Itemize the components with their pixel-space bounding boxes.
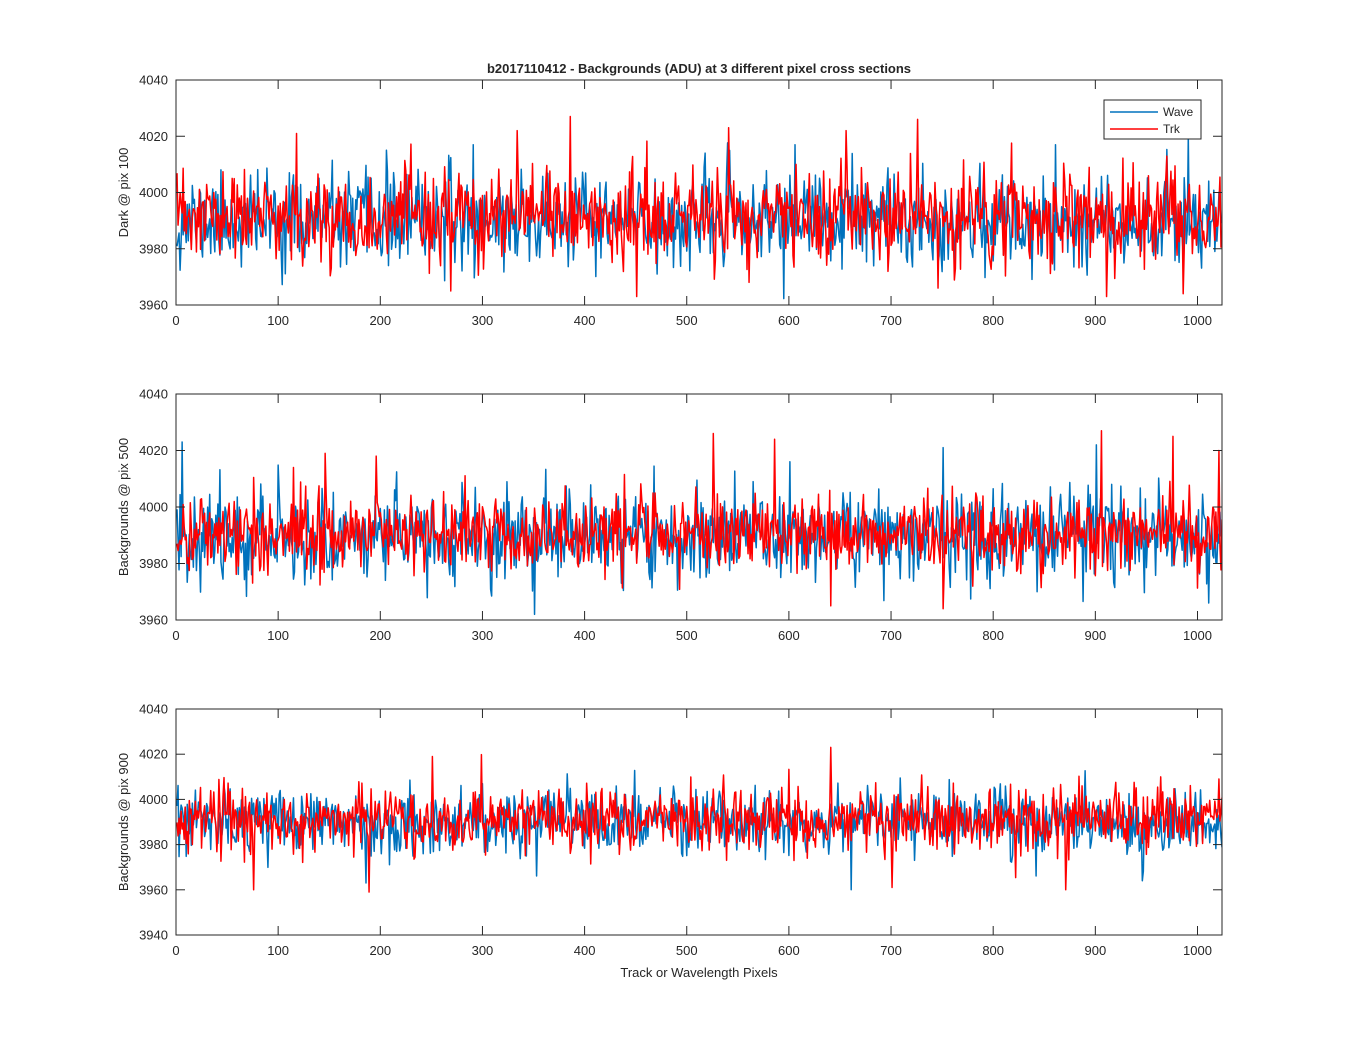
series-line-trk — [176, 746, 1222, 893]
x-tick-label: 500 — [676, 943, 698, 958]
y-tick-label: 4020 — [139, 443, 168, 458]
x-tick-label: 600 — [778, 628, 800, 643]
x-tick-label: 0 — [172, 943, 179, 958]
y-tick-label: 4000 — [139, 185, 168, 200]
x-tick-label: 100 — [267, 628, 289, 643]
y-tick-label: 3980 — [139, 241, 168, 256]
legend-label-trk: Trk — [1163, 122, 1181, 136]
x-tick-label: 300 — [472, 628, 494, 643]
y-tick-label: 4040 — [139, 73, 168, 88]
y-axis-title: Dark @ pix 100 — [116, 148, 131, 238]
x-tick-label: 0 — [172, 628, 179, 643]
x-tick-label: 1000 — [1183, 313, 1212, 328]
y-tick-label: 3960 — [139, 298, 168, 313]
x-tick-label: 900 — [1084, 943, 1106, 958]
series-line-trk — [176, 429, 1222, 610]
x-tick-label: 1000 — [1183, 628, 1212, 643]
x-tick-label: 1000 — [1183, 943, 1212, 958]
x-axis-title: Track or Wavelength Pixels — [620, 965, 778, 980]
x-tick-label: 500 — [676, 628, 698, 643]
y-tick-label: 3980 — [139, 837, 168, 852]
y-tick-label: 3960 — [139, 882, 168, 897]
y-tick-label: 3940 — [139, 928, 168, 943]
x-tick-label: 600 — [778, 313, 800, 328]
y-axis-title: Backgrounds @ pix 900 — [116, 753, 131, 891]
x-tick-label: 0 — [172, 313, 179, 328]
x-tick-label: 800 — [982, 313, 1004, 328]
x-tick-label: 900 — [1084, 628, 1106, 643]
figure-title: b2017110412 - Backgrounds (ADU) at 3 dif… — [487, 61, 911, 76]
subplot-container: 0 100 200 300 400 500 600 700 800 900 100039603980… — [116, 73, 1223, 980]
x-tick-label: 400 — [574, 943, 596, 958]
x-tick-label: 800 — [982, 628, 1004, 643]
series-group — [176, 746, 1222, 893]
y-tick-label: 3960 — [139, 613, 168, 628]
subplot-1: 0 100 200 300 400 500 600 700 800 900 1000 3960 3980… — [116, 73, 1223, 328]
x-tick-label: 700 — [880, 943, 902, 958]
x-tick-label: 200 — [369, 313, 391, 328]
subplot-3: 0 100 200 300 400 500 600 700 800 900 1000 3940 3960… — [116, 702, 1223, 980]
y-tick-label: 4040 — [139, 387, 168, 402]
series-line-trk — [176, 115, 1222, 298]
y-tick-label: 3980 — [139, 556, 168, 571]
legend-label-wave: Wave — [1163, 105, 1194, 119]
y-tick-label: 4020 — [139, 747, 168, 762]
x-tick-label: 700 — [880, 628, 902, 643]
y-tick-label: 4020 — [139, 129, 168, 144]
x-tick-label: 200 — [369, 628, 391, 643]
series-group — [176, 115, 1222, 300]
x-tick-label: 800 — [982, 943, 1004, 958]
x-tick-label: 400 — [574, 628, 596, 643]
axes-box — [175, 708, 1223, 936]
x-tick-label: 200 — [369, 943, 391, 958]
legend: Wave Trk — [1103, 99, 1202, 140]
x-tick-label: 100 — [267, 943, 289, 958]
y-axis-title: Backgrounds @ pix 500 — [116, 438, 131, 576]
x-tick-label: 600 — [778, 943, 800, 958]
x-tick-label: 400 — [574, 313, 596, 328]
y-tick-label: 4000 — [139, 792, 168, 807]
x-tick-label: 300 — [472, 313, 494, 328]
y-tick-label: 4040 — [139, 702, 168, 717]
x-tick-label: 700 — [880, 313, 902, 328]
subplot-2: 0 100 200 300 400 500 600 700 800 900 1000 3960 3980… — [116, 387, 1223, 643]
legend-box — [1103, 99, 1202, 140]
y-tick-label: 4000 — [139, 500, 168, 515]
series-group — [176, 429, 1222, 616]
x-tick-label: 300 — [472, 943, 494, 958]
x-tick-label: 500 — [676, 313, 698, 328]
x-tick-label: 100 — [267, 313, 289, 328]
plot-area — [176, 80, 1222, 305]
x-tick-label: 900 — [1084, 313, 1106, 328]
